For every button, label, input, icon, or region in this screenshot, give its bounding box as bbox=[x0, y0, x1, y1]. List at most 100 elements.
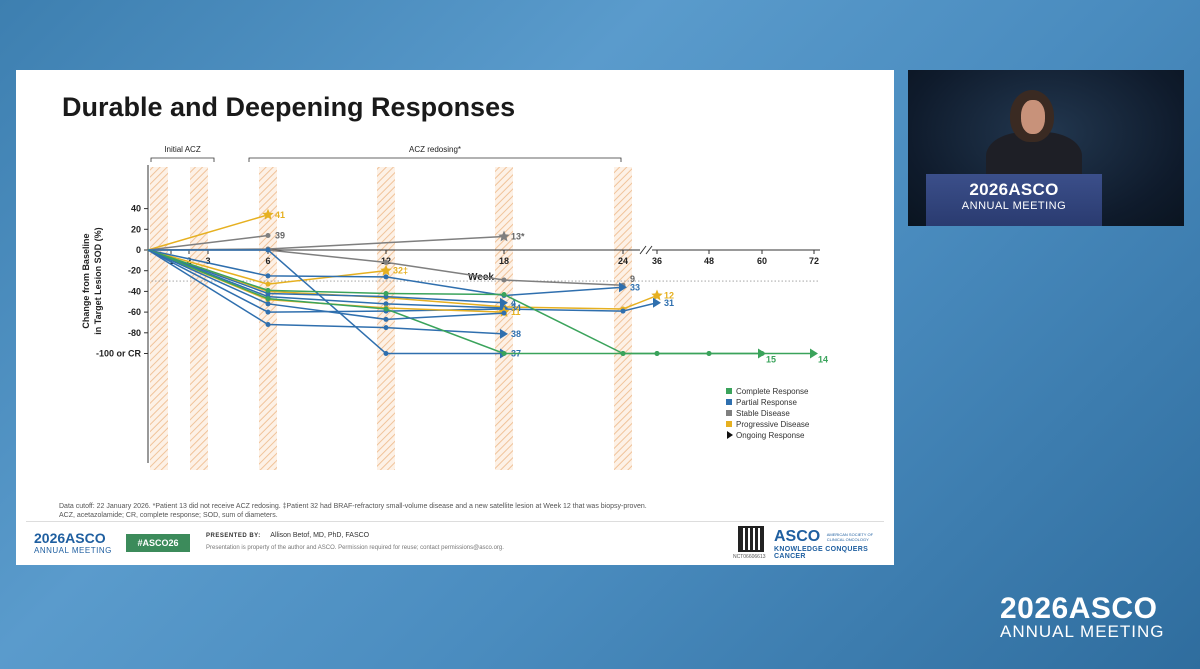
phase-bracket-0 bbox=[150, 157, 215, 162]
speaker-video[interactable]: 2026ASCO ANNUAL MEETING bbox=[908, 70, 1184, 226]
footnote-line-2: ACZ, acetazolamide; CR, complete respons… bbox=[59, 512, 278, 519]
series-point bbox=[265, 273, 271, 279]
legend-marker bbox=[726, 388, 732, 394]
series-point bbox=[265, 309, 271, 315]
y-axis-title-line2: in Target Lesion SOD (%) bbox=[93, 227, 103, 334]
series-point bbox=[706, 351, 712, 356]
y-tick-label: -40 bbox=[128, 286, 141, 296]
series-end-point bbox=[501, 310, 507, 316]
series-line bbox=[148, 249, 504, 355]
dosing-bar bbox=[190, 167, 208, 470]
series-label: 11 bbox=[511, 307, 521, 317]
qr-code-icon[interactable] bbox=[738, 526, 764, 552]
corner-asco-logo: 2026ASCO ANNUAL MEETING bbox=[1000, 592, 1165, 642]
series-point bbox=[620, 308, 626, 314]
series-label: 34 bbox=[511, 303, 521, 313]
series-end-arrow bbox=[653, 297, 661, 308]
x-tick-label: 24 bbox=[618, 256, 628, 266]
y-tick-label: -100 or CR bbox=[96, 349, 142, 359]
asco-brand-name: ASCO bbox=[774, 528, 821, 545]
series-point bbox=[620, 351, 626, 356]
x-tick-label: 48 bbox=[704, 256, 714, 266]
copyright-notice: Presentation is property of the author a… bbox=[206, 545, 504, 551]
series-end-point bbox=[265, 233, 271, 239]
series-end-arrow bbox=[619, 282, 627, 293]
y-tick-label: 40 bbox=[131, 204, 141, 214]
asco-brand-logo: ASCO AMERICAN SOCIETY OF CLINICAL ONCOLO… bbox=[774, 528, 894, 560]
legend-label: Complete Response bbox=[736, 387, 809, 396]
footer-asco-logo: 2026ASCO ANNUAL MEETING bbox=[34, 530, 112, 555]
footer-divider bbox=[26, 521, 884, 522]
podium: 2026ASCO ANNUAL MEETING bbox=[926, 174, 1102, 226]
series-point bbox=[501, 351, 507, 356]
dosing-bar bbox=[259, 167, 277, 470]
x-axis-title: Week bbox=[468, 272, 494, 283]
dosing-bar bbox=[495, 167, 513, 470]
series-point bbox=[265, 287, 271, 293]
presented-by-label: PRESENTED BY: bbox=[206, 533, 261, 539]
series-point bbox=[759, 351, 765, 356]
phase-brackets: Initial ACZ ACZ redosing* bbox=[150, 145, 622, 162]
series-line bbox=[147, 249, 505, 309]
series-label: 41 bbox=[275, 210, 285, 220]
x-tick-label: 72 bbox=[809, 256, 819, 266]
series-point bbox=[265, 301, 271, 307]
legend-marker bbox=[726, 410, 732, 416]
legend-label: Partial Response bbox=[736, 398, 797, 407]
series-label: 12 bbox=[664, 291, 674, 301]
series-point bbox=[383, 274, 389, 280]
footnote-line-1: Data cutoff: 22 January 2026. *Patient 1… bbox=[59, 503, 647, 510]
waterfall-spider-chart: Initial ACZ ACZ redosing* 40 20 0 -20 -40 -60 -8… bbox=[81, 145, 828, 470]
y-tick-label: 20 bbox=[131, 224, 141, 234]
series-line bbox=[147, 234, 269, 251]
legend-marker bbox=[726, 421, 732, 427]
x-tick-label: 3 bbox=[205, 256, 210, 266]
series-line bbox=[147, 249, 505, 304]
series-label: 9 bbox=[630, 274, 635, 284]
series-point bbox=[265, 322, 271, 328]
phase-label: Initial ACZ bbox=[164, 145, 201, 154]
presenter-name: Allison Betof, MD, PhD, FASCO bbox=[270, 532, 370, 539]
corner-logo-sub: ANNUAL MEETING bbox=[1000, 622, 1165, 641]
series-end-star bbox=[262, 208, 274, 220]
slide-title: Durable and Deepening Responses bbox=[62, 92, 516, 122]
series-label: 13* bbox=[511, 232, 525, 242]
presentation-slide: Durable and Deepening Responses Initial … bbox=[16, 70, 894, 565]
series-point bbox=[383, 259, 389, 265]
series-point bbox=[265, 281, 271, 287]
series-point bbox=[654, 351, 660, 356]
series-point bbox=[383, 306, 389, 312]
series-label: 14 bbox=[818, 355, 828, 365]
series-point bbox=[383, 351, 389, 356]
podium-name: ASCO bbox=[1008, 180, 1059, 199]
legend-marker bbox=[727, 431, 733, 439]
dosing-bar bbox=[150, 167, 168, 470]
footer-logo-name: ASCO bbox=[65, 530, 106, 546]
series-point bbox=[501, 277, 507, 283]
x-tick-label: 18 bbox=[499, 256, 509, 266]
series-line bbox=[147, 249, 505, 321]
podium-sub: ANNUAL MEETING bbox=[961, 200, 1067, 212]
series-point bbox=[383, 290, 389, 296]
series-label: 38 bbox=[511, 329, 521, 339]
footnote: Data cutoff: 22 January 2026. *Patient 1… bbox=[59, 502, 759, 520]
corner-logo-name: ASCO bbox=[1068, 592, 1158, 625]
x-tick-label: 60 bbox=[757, 256, 767, 266]
series-label: 4 bbox=[511, 298, 516, 308]
axis-break-mark bbox=[639, 245, 653, 255]
legend-marker bbox=[726, 399, 732, 405]
qr-code-id: NCT06606613 bbox=[733, 554, 766, 560]
series-end-arrow bbox=[810, 348, 818, 359]
series-point bbox=[383, 301, 389, 307]
series-end-arrow bbox=[500, 328, 508, 339]
phase-bracket-1 bbox=[248, 157, 622, 162]
footer-logo-year: 2026 bbox=[34, 530, 66, 546]
series-label: 39 bbox=[275, 231, 285, 241]
x-tick-label: 36 bbox=[652, 256, 662, 266]
speaker-face bbox=[1021, 100, 1045, 134]
asco-tagline: KNOWLEDGE CONQUERS CANCER bbox=[774, 546, 869, 560]
series-label: 31 bbox=[664, 298, 674, 308]
y-tick-label: -20 bbox=[128, 266, 141, 276]
series-point bbox=[265, 247, 271, 253]
series-label: 32‡ bbox=[393, 266, 408, 276]
